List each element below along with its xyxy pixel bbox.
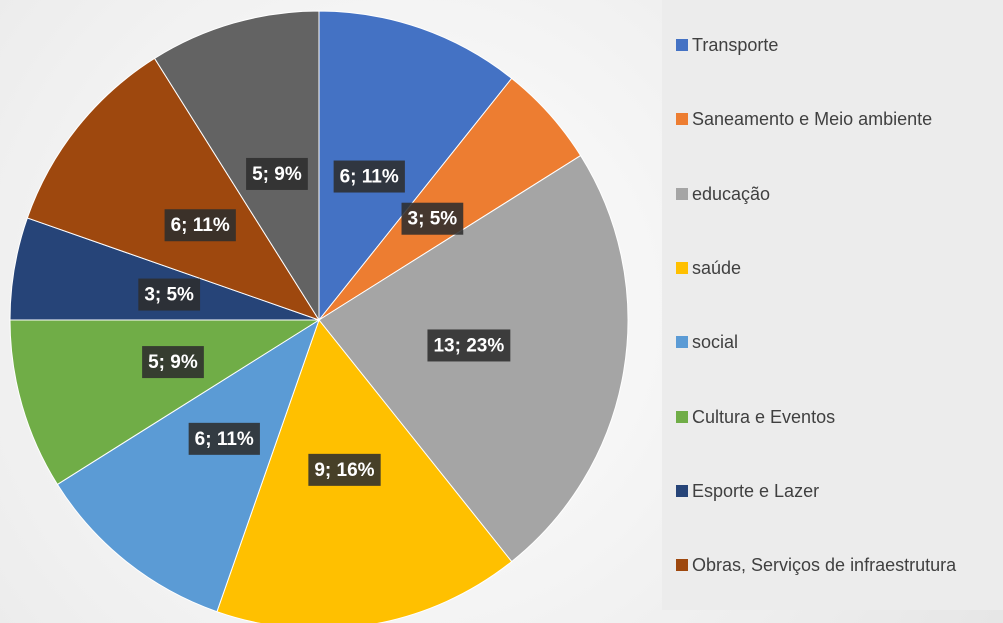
- data-label-box: [188, 422, 260, 455]
- data-label: 6; 11%: [195, 429, 254, 450]
- data-label-box: [308, 453, 381, 486]
- legend-swatch: [676, 261, 688, 274]
- legend-swatch: [676, 113, 688, 126]
- data-label-box: [142, 346, 204, 379]
- data-label-box: [401, 202, 464, 235]
- data-label-box: [138, 278, 201, 311]
- data-label: 6; 11%: [171, 215, 230, 236]
- legend-label: social: [692, 332, 739, 353]
- pie-slice: [153, 10, 320, 322]
- legend-swatch: [676, 336, 688, 349]
- data-label: 13; 23%: [433, 335, 504, 356]
- legend-label: Obras, Serviços de infraestrutura: [692, 555, 957, 576]
- data-label-box: [333, 160, 405, 193]
- legend-item: Esporte e Lazer: [676, 477, 996, 506]
- legend-item: Cultura e Eventos: [676, 403, 996, 432]
- data-label-box: [427, 329, 511, 362]
- data-label-group: 5; 9%: [246, 157, 308, 190]
- data-label: 5; 9%: [252, 164, 302, 185]
- data-label-group: 3; 5%: [138, 278, 201, 311]
- data-label-group: 6; 11%: [333, 160, 405, 193]
- data-label-group: 13; 23%: [427, 329, 511, 362]
- data-label-group: 9; 16%: [308, 453, 381, 486]
- pie-slice: [56, 318, 320, 613]
- legend-swatch: [676, 187, 688, 200]
- legend-label: Esporte e Lazer: [692, 480, 820, 501]
- data-label-box: [164, 209, 236, 242]
- legend-label: Saneamento e Meio ambiente: [692, 109, 933, 130]
- legend-item: saúde: [676, 254, 996, 283]
- legend-item: educação: [676, 180, 996, 209]
- legend-label: educação: [692, 183, 771, 204]
- data-label-group: 3; 5%: [401, 202, 464, 235]
- legend: Transporte Saneamento e Meio ambiente educ…: [662, 0, 1003, 610]
- legend-swatch: [676, 410, 688, 423]
- data-label: 3; 5%: [408, 209, 458, 230]
- data-label: 5; 9%: [148, 352, 198, 373]
- data-label: 3; 5%: [144, 285, 194, 306]
- legend-swatch: [676, 559, 688, 572]
- data-label-box: [246, 157, 308, 190]
- legend-item: Saneamento e Meio ambiente: [676, 105, 996, 134]
- legend-label: Transporte: [692, 35, 779, 55]
- data-label: 9; 16%: [314, 460, 374, 481]
- pie-slice: [318, 10, 513, 322]
- legend-swatch: [676, 484, 688, 497]
- legend-item: Obras, Serviços de infraestrutura: [676, 551, 996, 580]
- pie-slice: [9, 319, 321, 486]
- data-label-group: 6; 11%: [188, 422, 260, 455]
- legend-item: social: [676, 328, 996, 357]
- data-label: 6; 11%: [340, 167, 399, 188]
- legend-label: Cultura e Eventos: [692, 406, 836, 427]
- data-label-group: 5; 9%: [142, 346, 204, 379]
- data-label-group: 6; 11%: [164, 209, 236, 242]
- legend-label: saúde: [692, 257, 742, 278]
- pie-slice: [26, 57, 321, 321]
- legend-item: Transporte: [676, 31, 996, 60]
- legend-swatch: [676, 39, 688, 51]
